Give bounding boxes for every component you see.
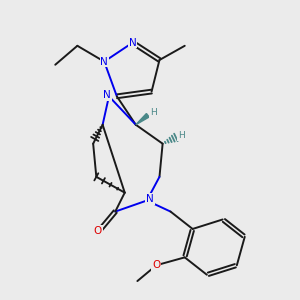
Text: N: N — [100, 57, 108, 67]
Text: H: H — [178, 131, 185, 140]
Polygon shape — [136, 113, 149, 125]
Text: N: N — [146, 194, 154, 204]
Text: O: O — [152, 260, 160, 270]
Text: N: N — [103, 90, 111, 100]
Text: N: N — [129, 38, 136, 48]
Text: H: H — [150, 108, 157, 117]
Text: O: O — [94, 226, 102, 236]
